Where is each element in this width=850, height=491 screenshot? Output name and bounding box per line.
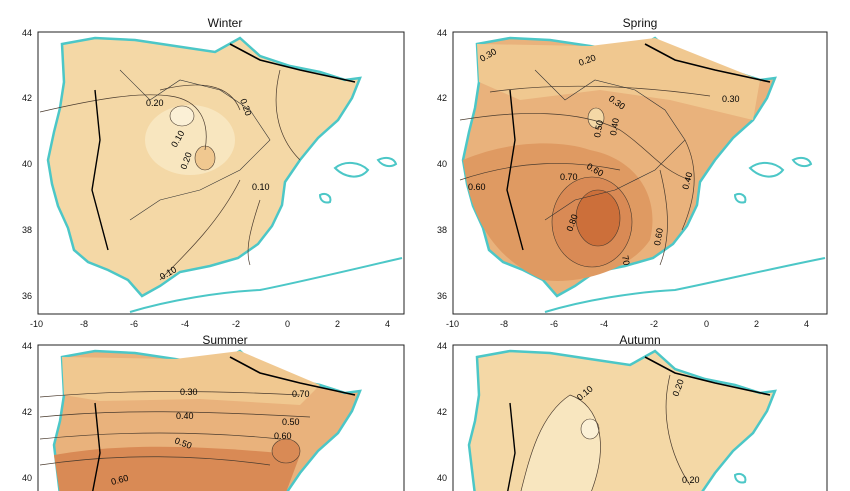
x-tick: -6 [550, 319, 559, 329]
contour-label: 0.20 [146, 98, 164, 108]
map-panel-autumn: Autumn 0.10 0.20 0.20 44 42 40 [420, 333, 850, 491]
map-summer: 0.30 0.40 0.50 0.60 0.70 0.50 0.60 [37, 344, 405, 491]
panel-title: Autumn [619, 333, 661, 347]
y-tick: 44 [437, 341, 448, 351]
y-tick: 42 [22, 93, 33, 103]
x-tick: -4 [181, 319, 190, 329]
contour-label: 0.30 [180, 387, 198, 397]
contour-label: 0.20 [682, 475, 700, 485]
x-tick: -8 [80, 319, 89, 329]
contour-label: 0.70 [292, 389, 310, 399]
y-tick: 42 [437, 93, 448, 103]
x-tick: 2 [335, 319, 341, 329]
y-tick: 36 [22, 291, 33, 301]
y-tick: 42 [437, 407, 448, 417]
y-tick: 44 [22, 28, 33, 38]
panel-title: Summer [202, 333, 248, 347]
x-tick: 0 [285, 319, 291, 329]
map-winter: 0.20 0.10 0.20 0.20 0.10 0.10 [37, 31, 405, 315]
x-tick: 0 [704, 319, 710, 329]
y-tick: 44 [22, 341, 33, 351]
y-tick: 40 [437, 159, 448, 169]
map-panel-spring: Spring 0.30 0.20 0.30 0.30 0.50 0.40 0.6… [420, 0, 850, 335]
contour-label: 0.60 [652, 227, 665, 246]
panel-title: Spring [622, 16, 658, 30]
x-tick: -10 [446, 319, 460, 329]
contour-label: 0.70 [560, 172, 578, 182]
y-tick: 40 [437, 473, 448, 483]
y-tick: 44 [437, 28, 448, 38]
x-tick: -10 [30, 319, 44, 329]
y-tick: 38 [437, 225, 448, 235]
y-tick: 40 [22, 159, 33, 169]
contour-label: 70 [620, 255, 632, 267]
contour-label: 0.40 [608, 117, 621, 136]
map-panel-winter: Winter 0.20 0.10 0.20 0.20 0.10 0.10 44 … [0, 0, 420, 335]
contour-label: 0.30 [722, 94, 740, 104]
contour-label: 0.60 [110, 473, 130, 487]
contour-label: 0.60 [274, 431, 292, 441]
map-panel-summer: Summer 0.30 0.40 0.50 0.60 0.70 0.50 0.6… [0, 333, 420, 491]
contour-label: 0.50 [592, 119, 605, 138]
x-tick: 4 [385, 319, 391, 329]
map-spring: 0.30 0.20 0.30 0.30 0.50 0.40 0.60 0.60 … [452, 31, 828, 315]
contour-label: 0.50 [282, 417, 300, 427]
contour-label: 0.10 [252, 182, 270, 192]
x-tick: -2 [232, 319, 241, 329]
y-tick: 42 [22, 407, 33, 417]
x-tick: -8 [500, 319, 509, 329]
contour-label: 0.60 [468, 182, 486, 192]
y-tick: 40 [22, 473, 33, 483]
x-tick: 4 [804, 319, 810, 329]
panel-title: Winter [207, 16, 243, 30]
y-tick: 36 [437, 291, 448, 301]
x-tick: -6 [130, 319, 139, 329]
map-autumn: 0.10 0.20 0.20 [452, 344, 828, 491]
contour-label: 0.40 [176, 411, 194, 421]
contour-label: 0.40 [680, 171, 694, 191]
x-tick: -2 [650, 319, 659, 329]
x-tick: 2 [754, 319, 760, 329]
x-tick: -4 [600, 319, 609, 329]
y-tick: 38 [22, 225, 33, 235]
